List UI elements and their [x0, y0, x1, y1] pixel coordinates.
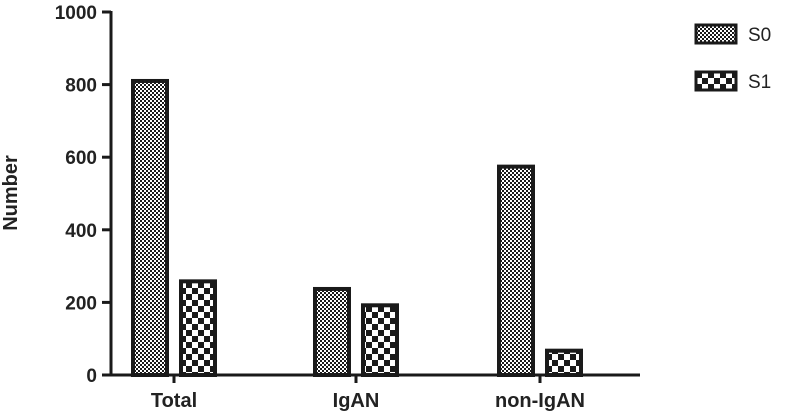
y-tick-label: 400: [65, 221, 97, 242]
x-category-label: non-IgAN: [495, 390, 585, 412]
y-tick-label: 600: [65, 148, 97, 169]
legend-label-s0: S0: [748, 25, 771, 46]
y-axis-title: Number: [0, 155, 22, 231]
x-category-label: Total: [151, 390, 197, 412]
x-category-label: IgAN: [333, 390, 380, 412]
legend-swatch-s0: [694, 23, 738, 45]
bar-s0-non-igan: [497, 164, 535, 377]
legend-label-s1: S1: [748, 72, 771, 93]
legend: S0 S1: [694, 23, 771, 93]
y-tick-label: 1000: [55, 3, 97, 24]
y-axis-ticks: 0 200 400 600 800 1000: [55, 3, 111, 387]
legend-swatch-s1: [694, 70, 738, 92]
bar-s1-non-igan: [545, 348, 583, 377]
bars-group: [131, 78, 583, 378]
bar-s1-total: [179, 279, 217, 378]
bar-s0-total: [131, 78, 169, 377]
y-tick-label: 0: [86, 366, 97, 387]
bar-s0-igan: [313, 286, 351, 377]
y-tick-label: 200: [65, 293, 97, 314]
bar-s1-igan: [361, 303, 399, 377]
x-axis-labels: Total IgAN non-IgAN: [151, 375, 585, 412]
y-tick-label: 800: [65, 76, 97, 97]
